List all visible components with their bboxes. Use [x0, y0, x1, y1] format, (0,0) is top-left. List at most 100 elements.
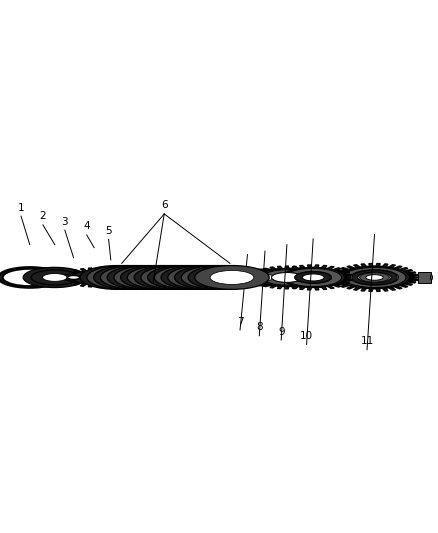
Text: 10: 10 [300, 331, 313, 341]
Ellipse shape [247, 277, 252, 278]
Ellipse shape [67, 273, 73, 275]
Polygon shape [331, 263, 418, 292]
Ellipse shape [295, 271, 332, 284]
Ellipse shape [248, 275, 253, 277]
Ellipse shape [37, 280, 43, 282]
Ellipse shape [0, 268, 61, 287]
Ellipse shape [52, 271, 58, 272]
Ellipse shape [270, 281, 275, 282]
Ellipse shape [265, 272, 270, 273]
Text: 6: 6 [161, 200, 168, 211]
Text: 3: 3 [61, 216, 68, 227]
Ellipse shape [23, 268, 86, 287]
Text: 4: 4 [83, 221, 90, 231]
Ellipse shape [302, 274, 324, 281]
Ellipse shape [274, 273, 279, 275]
Ellipse shape [170, 270, 213, 285]
Ellipse shape [277, 278, 282, 280]
Ellipse shape [116, 270, 159, 285]
Ellipse shape [100, 265, 175, 289]
Ellipse shape [295, 271, 332, 284]
Ellipse shape [255, 281, 260, 282]
Ellipse shape [431, 275, 432, 280]
Ellipse shape [251, 280, 256, 281]
Ellipse shape [260, 281, 265, 283]
Ellipse shape [270, 272, 275, 274]
Ellipse shape [156, 270, 200, 285]
Ellipse shape [42, 273, 67, 281]
Ellipse shape [57, 271, 64, 273]
Ellipse shape [69, 274, 75, 277]
Ellipse shape [69, 278, 75, 280]
Ellipse shape [154, 265, 229, 289]
Ellipse shape [34, 278, 40, 280]
Ellipse shape [272, 272, 302, 282]
Ellipse shape [3, 269, 57, 286]
Ellipse shape [223, 270, 272, 285]
Ellipse shape [57, 282, 64, 284]
Ellipse shape [109, 270, 153, 285]
Polygon shape [64, 268, 124, 287]
Ellipse shape [255, 272, 260, 274]
Ellipse shape [353, 270, 396, 285]
Ellipse shape [352, 270, 397, 285]
Ellipse shape [195, 265, 269, 289]
Ellipse shape [84, 274, 105, 281]
Ellipse shape [203, 270, 247, 285]
Text: 11: 11 [360, 336, 374, 346]
Ellipse shape [177, 270, 220, 285]
Ellipse shape [127, 265, 202, 289]
Ellipse shape [141, 265, 215, 289]
Ellipse shape [63, 281, 69, 283]
Ellipse shape [231, 272, 264, 283]
Bar [418, 272, 431, 282]
Ellipse shape [80, 265, 155, 289]
Ellipse shape [34, 274, 40, 277]
Ellipse shape [94, 265, 168, 289]
Ellipse shape [343, 268, 406, 287]
Ellipse shape [63, 272, 69, 273]
Ellipse shape [197, 270, 240, 285]
Ellipse shape [239, 269, 291, 286]
Ellipse shape [272, 272, 302, 282]
Ellipse shape [181, 265, 256, 289]
Ellipse shape [278, 277, 283, 278]
Ellipse shape [33, 277, 39, 278]
Ellipse shape [72, 270, 116, 285]
Text: 8: 8 [256, 322, 263, 332]
Ellipse shape [277, 275, 282, 277]
Polygon shape [251, 266, 323, 289]
Ellipse shape [245, 271, 285, 284]
Ellipse shape [143, 270, 187, 285]
Ellipse shape [339, 266, 410, 289]
Ellipse shape [255, 274, 275, 280]
Ellipse shape [263, 270, 311, 285]
Ellipse shape [134, 265, 208, 289]
Ellipse shape [31, 270, 78, 285]
Ellipse shape [260, 272, 265, 273]
Ellipse shape [120, 265, 195, 289]
Ellipse shape [258, 268, 315, 287]
Ellipse shape [114, 265, 188, 289]
Ellipse shape [350, 270, 399, 285]
Ellipse shape [123, 270, 166, 285]
Ellipse shape [41, 272, 47, 273]
Ellipse shape [285, 268, 342, 287]
Ellipse shape [67, 280, 73, 282]
Ellipse shape [52, 282, 58, 284]
Ellipse shape [282, 268, 345, 287]
Ellipse shape [161, 265, 236, 289]
Ellipse shape [136, 270, 180, 285]
Ellipse shape [168, 265, 242, 289]
Ellipse shape [251, 273, 256, 275]
Text: 9: 9 [278, 327, 285, 336]
Ellipse shape [46, 271, 52, 273]
Ellipse shape [360, 273, 389, 282]
Text: 5: 5 [105, 226, 112, 236]
Ellipse shape [46, 282, 52, 284]
Ellipse shape [265, 281, 270, 283]
Ellipse shape [163, 270, 207, 285]
Ellipse shape [366, 274, 383, 280]
Ellipse shape [174, 265, 249, 289]
Ellipse shape [95, 270, 139, 285]
